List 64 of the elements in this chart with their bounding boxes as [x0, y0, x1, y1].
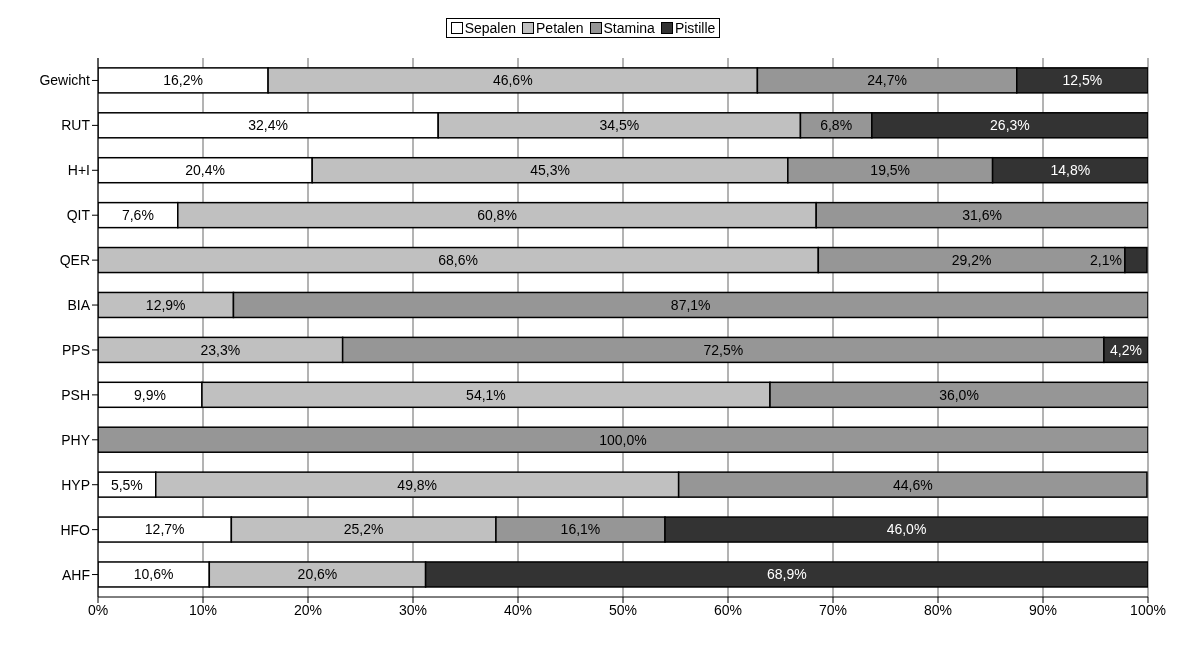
- legend-label: Stamina: [602, 20, 655, 36]
- x-tick-label: 40%: [503, 601, 533, 618]
- data-label: 23,3%: [200, 341, 241, 358]
- legend-label: Sepalen: [463, 20, 517, 36]
- data-label: 12,7%: [144, 521, 185, 538]
- x-tick-label: 10%: [188, 601, 218, 618]
- x-tick-label: 30%: [398, 601, 428, 618]
- data-label: 46,6%: [492, 72, 533, 89]
- y-tick-label: PPS: [61, 341, 90, 358]
- x-tick-label: 60%: [713, 601, 743, 618]
- legend-label: Pistille: [673, 20, 716, 36]
- y-tick-label: PSH: [61, 386, 90, 403]
- data-label: 14,8%: [1050, 162, 1091, 179]
- data-label: 32,4%: [248, 117, 288, 134]
- data-label: 9,9%: [134, 386, 166, 403]
- data-label: 20,4%: [185, 162, 225, 179]
- data-label: 5,5%: [110, 476, 143, 493]
- data-label: 87,1%: [670, 296, 711, 313]
- y-tick-label: HFO: [60, 521, 91, 538]
- data-label: 68,9%: [766, 566, 807, 583]
- data-label: 46,0%: [886, 521, 927, 538]
- data-label: 100,0%: [599, 431, 647, 448]
- data-label: 16,2%: [163, 72, 203, 89]
- y-tick-label: Gewicht: [39, 72, 91, 89]
- data-label: 16,1%: [560, 521, 601, 538]
- data-label: 12,5%: [1062, 72, 1103, 89]
- y-tick-label: HYP: [61, 476, 90, 493]
- data-label: 29,2%: [951, 251, 992, 268]
- data-label: 54,1%: [466, 386, 506, 403]
- x-tick-label: 100%: [1130, 601, 1166, 618]
- x-tick-label: 20%: [293, 601, 323, 618]
- y-tick-label: H+I: [67, 162, 90, 179]
- data-label: 60,8%: [477, 207, 517, 224]
- data-label: 24,7%: [867, 72, 907, 89]
- data-label: 4,2%: [1109, 341, 1142, 358]
- data-label: 34,5%: [599, 117, 640, 134]
- data-label: 44,6%: [892, 476, 933, 493]
- x-tick-label: 0%: [87, 601, 109, 618]
- data-label: 19,5%: [870, 162, 911, 179]
- data-label: 26,3%: [990, 117, 1030, 134]
- y-tick-label: QER: [59, 252, 90, 269]
- data-label: 36,0%: [939, 386, 979, 403]
- x-tick-label: 70%: [818, 601, 848, 618]
- data-label: 2,1%: [1089, 251, 1122, 268]
- legend-label: Petalen: [535, 20, 584, 36]
- data-label: 7,6%: [121, 207, 154, 224]
- data-label: 25,2%: [343, 521, 384, 538]
- data-label: 68,6%: [438, 251, 478, 268]
- data-label: 10,6%: [133, 566, 174, 583]
- data-label: 45,3%: [530, 162, 570, 179]
- data-label: 20,6%: [297, 566, 338, 583]
- x-tick-label: 90%: [1028, 601, 1058, 618]
- x-tick-label: 50%: [608, 601, 638, 618]
- data-label: 72,5%: [703, 341, 744, 358]
- y-tick-label: BIA: [67, 297, 91, 314]
- y-tick-label: PHY: [61, 431, 91, 448]
- y-tick-label: RUT: [61, 117, 91, 134]
- data-label: 6,8%: [820, 117, 853, 134]
- x-tick-label: 80%: [923, 601, 953, 618]
- data-label: 12,9%: [145, 296, 186, 313]
- y-tick-label: AHF: [62, 566, 90, 583]
- data-label: 49,8%: [397, 476, 438, 493]
- data-label: 31,6%: [962, 207, 1002, 224]
- y-tick-label: QIT: [66, 207, 91, 224]
